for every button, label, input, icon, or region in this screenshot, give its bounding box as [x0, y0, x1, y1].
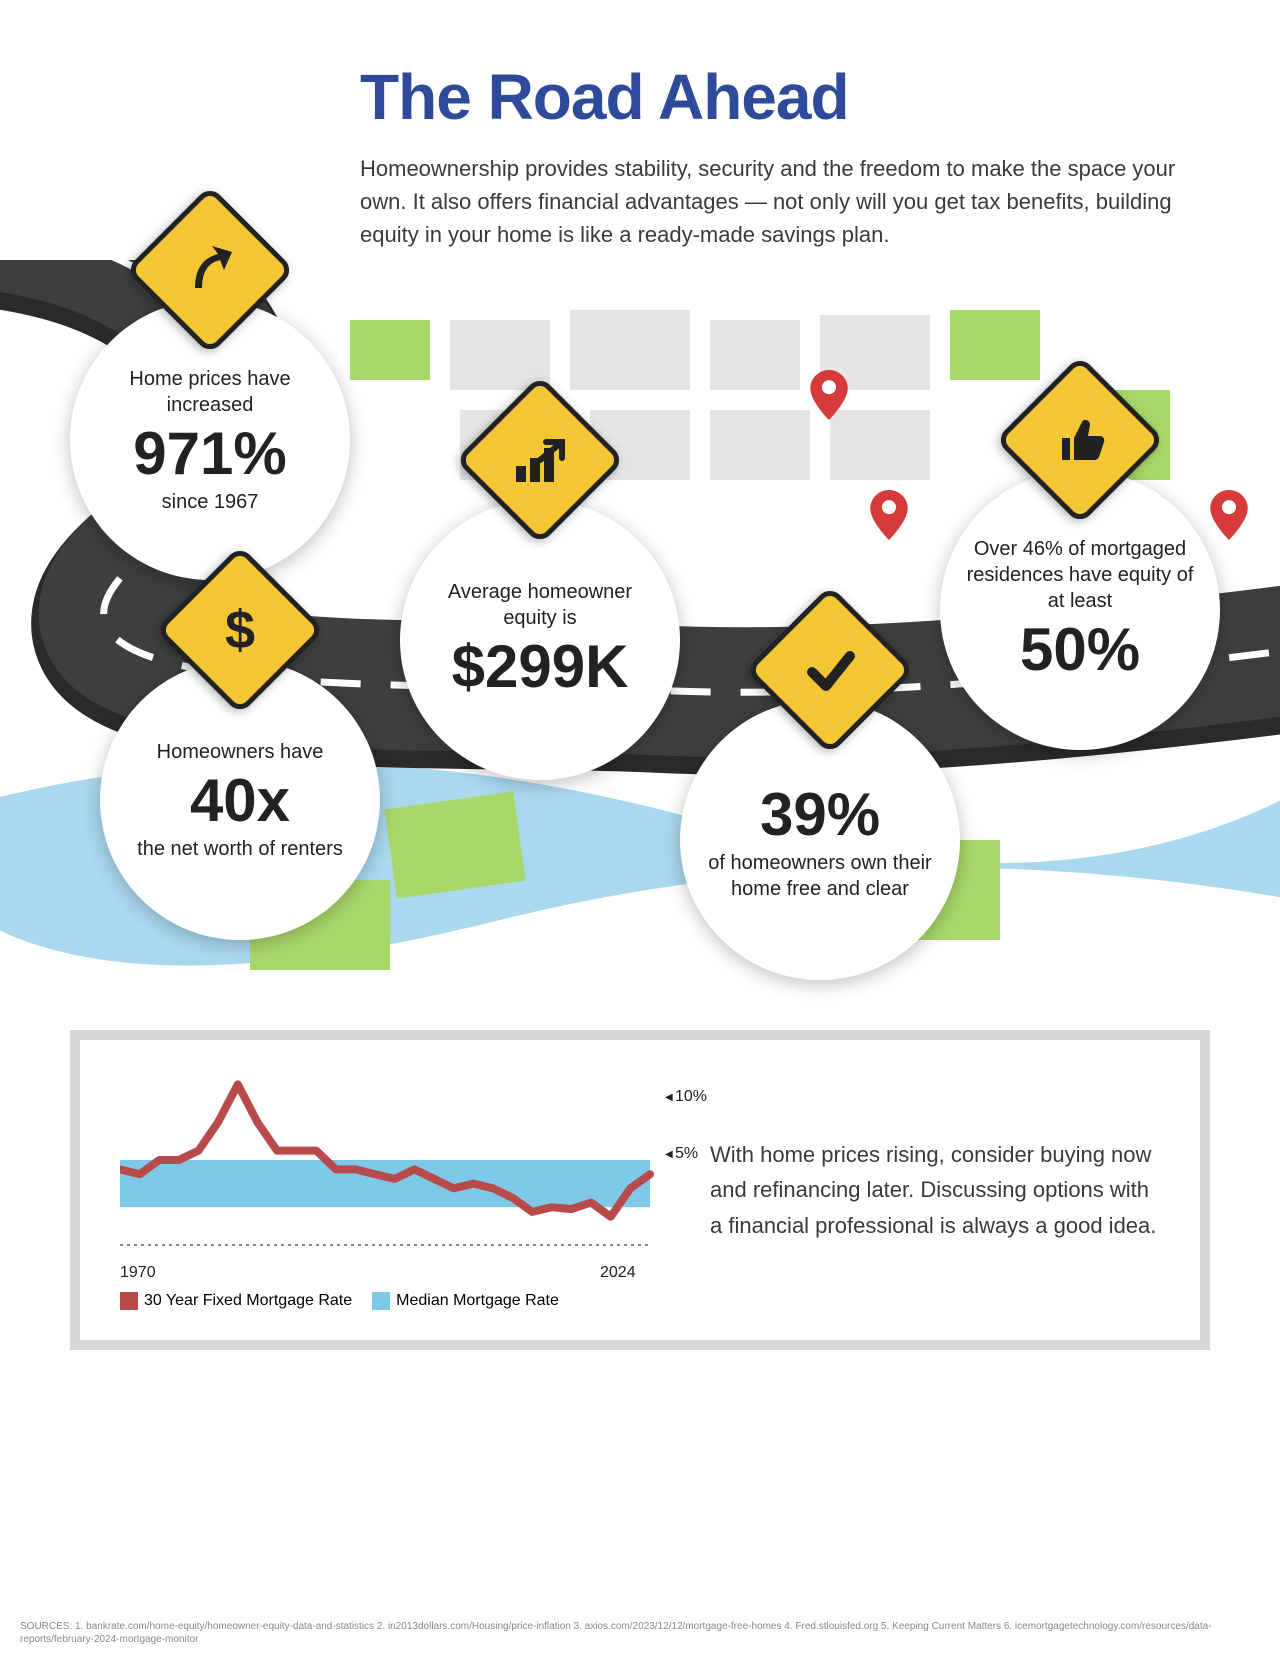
legend-series: 30 Year Fixed Mortgage Rate: [144, 1292, 352, 1309]
mortgage-rate-chart: 1970 2024 ◀ 10% ◀ 5% 30 Year Fixed Mortg…: [120, 1070, 660, 1310]
intro-text: Homeownership provides stability, securi…: [360, 152, 1200, 251]
map-pin-icon: [870, 490, 908, 540]
chart-caption: With home prices rising, consider buying…: [710, 1137, 1160, 1243]
x-axis-end: 2024: [600, 1264, 636, 1282]
page-title: The Road Ahead: [360, 60, 1200, 134]
footer-text: If you or someone you know is considerin…: [100, 1400, 1180, 1506]
stat-value: 40x: [190, 769, 290, 832]
y-label-5: 5%: [675, 1145, 698, 1163]
stat-value: 971%: [133, 422, 286, 485]
stat-value: 39%: [760, 783, 880, 846]
stat-top: Homeowners have: [157, 739, 324, 765]
sources-text: SOURCES: 1. bankrate.com/home-equity/hom…: [20, 1620, 1260, 1646]
legend-median: Median Mortgage Rate: [396, 1292, 559, 1309]
stat-top: Over 46% of mortgaged residences have eq…: [960, 536, 1200, 614]
map-pin-icon: [1210, 490, 1248, 540]
stat-top: Home prices have increased: [90, 366, 330, 418]
stat-value: 50%: [1020, 618, 1140, 681]
stat-top: Average homeowner equity is: [420, 579, 660, 631]
stat-equity: Average homeowner equity is $299K: [400, 500, 680, 780]
x-axis-start: 1970: [120, 1264, 156, 1282]
stat-value: $299K: [452, 635, 629, 698]
chart-legend: 30 Year Fixed Mortgage Rate Median Mortg…: [120, 1292, 559, 1310]
y-label-10: 10%: [675, 1088, 707, 1106]
chart-panel: 1970 2024 ◀ 10% ◀ 5% 30 Year Fixed Mortg…: [70, 1030, 1210, 1350]
map-pin-icon: [810, 370, 848, 420]
stat-bottom: of homeowners own their home free and cl…: [700, 850, 940, 902]
stat-bottom: the net worth of renters: [137, 836, 343, 862]
stat-bottom: since 1967: [162, 489, 259, 515]
